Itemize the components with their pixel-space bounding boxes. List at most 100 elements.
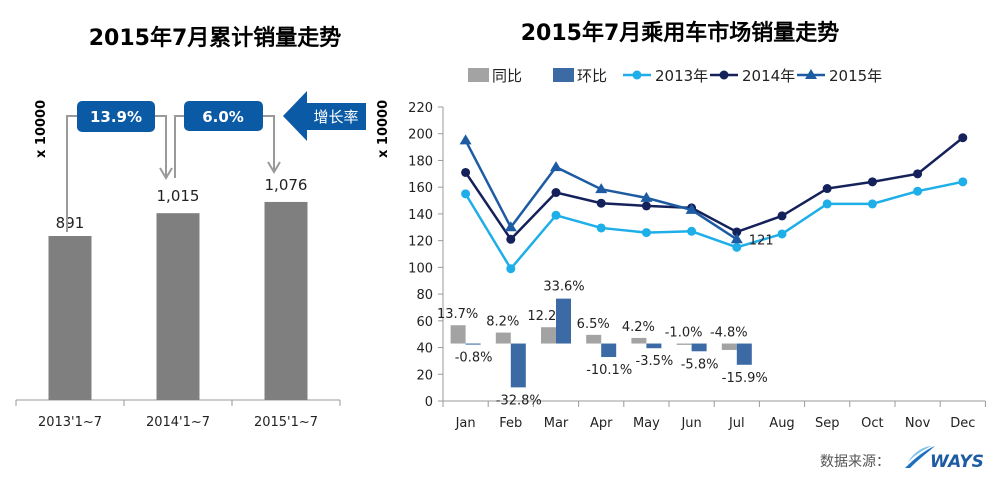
bar [156,213,200,400]
x-tick-label: Dec [950,416,975,431]
yoy-bar [450,325,466,344]
mom-label: -3.5% [636,354,674,369]
x-tick-label: Jan [455,416,476,431]
bar [48,236,92,400]
legend-marker [719,70,729,80]
legend-label: 2015年 [829,67,882,85]
mom-bar [465,343,481,345]
yoy-bar [541,327,556,344]
x-tick-label: Nov [905,416,931,431]
data-point [777,229,787,239]
data-point [867,177,877,187]
data-point [461,189,471,199]
series-line-2014年 [464,136,964,242]
mom-label: -15.9% [722,371,768,386]
yoy-bar [676,343,692,345]
left-chart-title: 2015年7月累计销量走势 [89,25,342,51]
y-tick-label: 200 [408,128,433,143]
x-tick-label: May [633,416,660,431]
data-point [551,188,561,198]
ways-logo-icon [905,446,935,468]
yoy-label: -1.0% [665,326,703,341]
growth-arrow-icon [283,91,366,141]
data-point [596,198,606,208]
y-tick-label: 140 [408,208,433,223]
x-tick-label: 2013'1~7 [38,415,102,430]
series-line-2013年 [464,180,964,271]
mom-label: -32.8% [496,393,542,408]
mom-label: -5.8% [681,357,719,372]
growth-label: 增长率 [313,108,358,126]
data-point [596,223,606,233]
mom-bar [736,343,752,365]
growth-rate-2015: 6.0% [202,108,244,126]
data-point [461,167,471,177]
y-tick-label: 220 [408,101,433,116]
y-tick-label: 20 [416,368,433,383]
data-point [641,228,651,238]
legend-label: 同比 [492,67,522,85]
y-tick-label: 60 [416,315,433,330]
legend-label: 2013年 [655,67,708,85]
mom-bar [510,343,526,388]
yoy-bar [721,343,737,350]
bar-value-label: 1,015 [157,187,200,205]
data-point [958,133,968,143]
x-tick-label: Oct [861,416,883,431]
x-tick-label: Jul [728,416,745,431]
mom-label: -10.1% [586,363,632,378]
yoy-bar [631,337,647,344]
yoy-label: 6.5% [577,317,610,332]
data-point [913,169,923,179]
y-tick-label: 100 [408,261,433,276]
mom-label: -0.8% [455,351,493,366]
arrow-down-icon [159,167,173,180]
data-point [685,203,698,214]
point-label: 121 [749,233,774,248]
growth-badge-2014 [77,101,155,132]
data-point [504,221,517,232]
y-tick-label: 180 [408,154,433,169]
growth-badge-2015 [184,101,263,131]
data-point [730,233,743,244]
x-tick-label: Apr [590,416,613,431]
arrow-down-icon [267,161,281,174]
connector-line [263,115,275,172]
legend-swatch [468,68,489,82]
y-tick-label: 120 [408,235,433,250]
data-point [732,227,742,237]
bar-value-label: 891 [56,214,85,232]
legend-label: 2014年 [742,67,795,85]
x-tick-label: Sep [815,416,840,431]
connector-line [66,115,77,232]
data-point [958,177,968,187]
y-tick-label: 0 [425,395,433,410]
data-point [506,234,516,244]
legend: 同比 环比 2013年 2014年 2015年 [468,67,882,85]
yoy-label: -4.8% [710,326,748,341]
y-tick-label: 160 [408,181,433,196]
left-y-axis-label: x 10000 [34,100,49,158]
x-tick-label: 2014'1~7 [146,415,210,430]
growth-rate-2014: 13.9% [90,108,142,126]
source-label: 数据来源： [820,454,890,470]
data-point [640,191,653,202]
mom-bar [691,343,707,352]
yoy-bar [495,332,511,344]
legend-marker [632,70,642,80]
right-y-axis-label: x 10000 [376,100,391,158]
connector-line [155,115,167,178]
data-point [550,161,562,172]
right-chart-title: 2015年7月乘用车市场销量走势 [521,20,840,46]
y-tick-label: 80 [416,288,433,303]
bar-value-label: 1,076 [265,176,308,194]
growth-callouts [66,115,281,232]
data-point [506,264,516,274]
x-tick-label: Aug [769,416,794,431]
ways-logo-swoosh [908,446,932,462]
data-point [687,226,697,236]
x-tick-label: Feb [499,416,522,431]
data-point [732,242,742,252]
yoy-bar [586,334,602,344]
